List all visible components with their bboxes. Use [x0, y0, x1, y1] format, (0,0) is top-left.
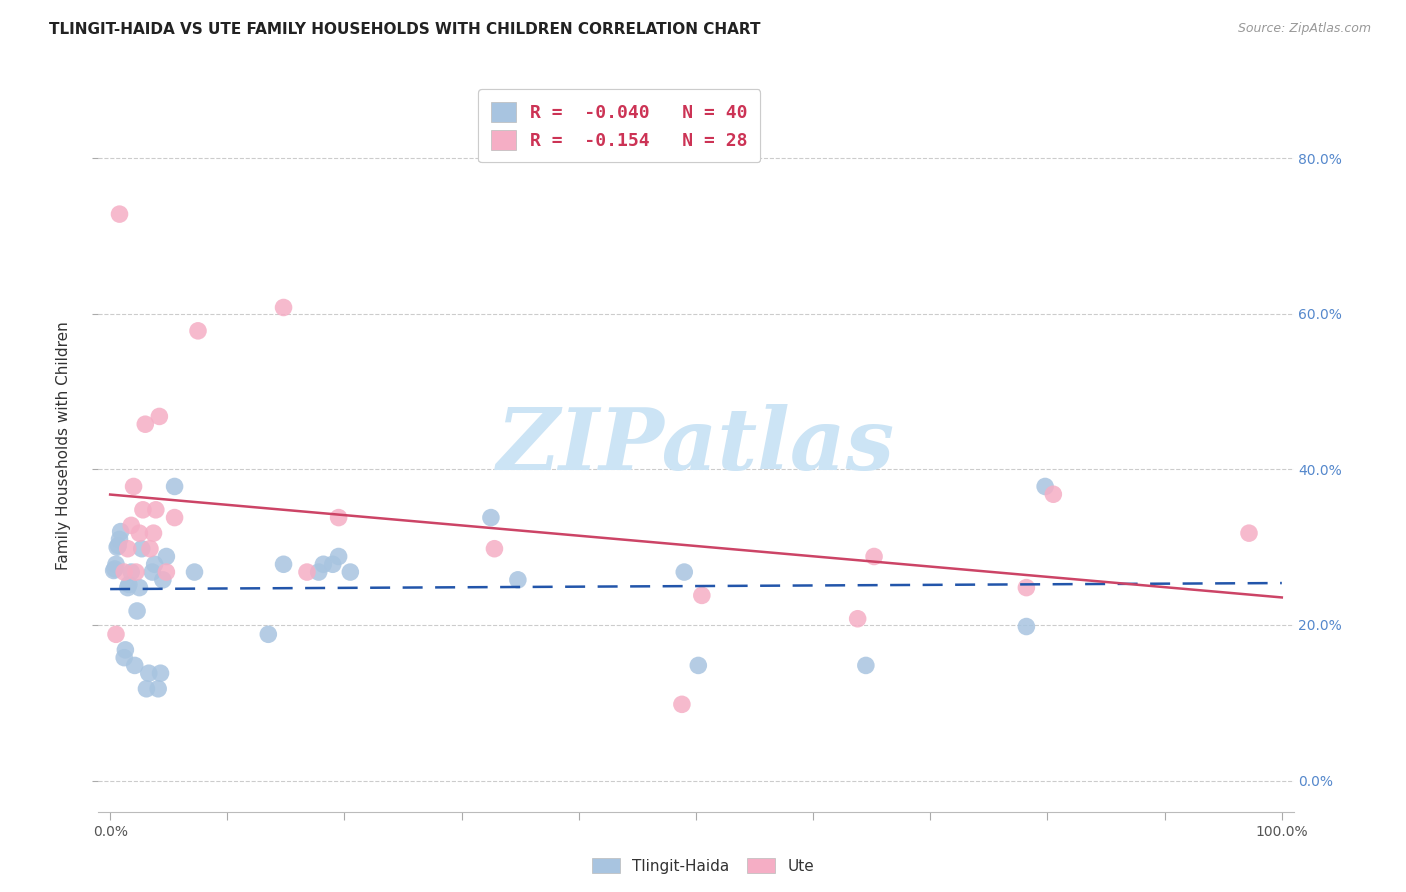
- Point: [131, 541, 153, 556]
- Point: [148, 409, 170, 424]
- Point: [117, 581, 139, 595]
- Point: [108, 207, 131, 221]
- Point: [105, 627, 128, 641]
- Point: [312, 558, 335, 572]
- Point: [145, 503, 167, 517]
- Point: [120, 518, 142, 533]
- Point: [122, 479, 145, 493]
- Point: [107, 539, 129, 553]
- Point: [139, 541, 162, 556]
- Point: [855, 658, 877, 673]
- Y-axis label: Family Households with Children: Family Households with Children: [56, 322, 72, 570]
- Point: [148, 681, 170, 696]
- Point: [152, 573, 174, 587]
- Point: [127, 604, 149, 618]
- Point: [155, 549, 177, 564]
- Point: [125, 565, 148, 579]
- Point: [187, 324, 209, 338]
- Legend: Tlingit-Haida, Ute: Tlingit-Haida, Ute: [586, 852, 820, 880]
- Point: [506, 573, 529, 587]
- Point: [257, 627, 280, 641]
- Point: [163, 479, 186, 493]
- Point: [479, 510, 502, 524]
- Point: [863, 549, 886, 564]
- Point: [484, 541, 506, 556]
- Point: [135, 681, 157, 696]
- Point: [104, 562, 127, 576]
- Point: [112, 565, 135, 579]
- Point: [308, 565, 330, 579]
- Point: [328, 510, 350, 524]
- Point: [1237, 526, 1260, 541]
- Point: [105, 558, 128, 572]
- Point: [124, 658, 146, 673]
- Point: [671, 698, 693, 712]
- Point: [295, 565, 318, 579]
- Point: [155, 565, 177, 579]
- Legend: R =  -0.040   N = 40, R =  -0.154   N = 28: R = -0.040 N = 40, R = -0.154 N = 28: [478, 89, 761, 162]
- Point: [673, 565, 696, 579]
- Point: [1042, 487, 1064, 501]
- Point: [846, 612, 869, 626]
- Point: [138, 666, 160, 681]
- Point: [128, 526, 150, 541]
- Point: [273, 558, 295, 572]
- Point: [163, 510, 186, 524]
- Point: [688, 658, 710, 673]
- Point: [141, 565, 163, 579]
- Point: [183, 565, 205, 579]
- Point: [328, 549, 350, 564]
- Point: [1033, 479, 1056, 493]
- Point: [149, 666, 172, 681]
- Point: [112, 650, 135, 665]
- Text: ZIPatlas: ZIPatlas: [496, 404, 896, 488]
- Point: [1015, 581, 1038, 595]
- Point: [117, 541, 139, 556]
- Point: [134, 417, 156, 432]
- Point: [132, 503, 155, 517]
- Point: [103, 564, 125, 578]
- Point: [105, 540, 128, 554]
- Text: Source: ZipAtlas.com: Source: ZipAtlas.com: [1237, 22, 1371, 36]
- Point: [118, 577, 141, 591]
- Point: [273, 301, 295, 315]
- Point: [114, 643, 136, 657]
- Point: [120, 565, 142, 579]
- Point: [110, 524, 132, 539]
- Point: [1015, 619, 1038, 633]
- Point: [339, 565, 361, 579]
- Point: [142, 526, 165, 541]
- Point: [128, 581, 150, 595]
- Point: [108, 533, 131, 547]
- Point: [690, 588, 713, 602]
- Text: TLINGIT-HAIDA VS UTE FAMILY HOUSEHOLDS WITH CHILDREN CORRELATION CHART: TLINGIT-HAIDA VS UTE FAMILY HOUSEHOLDS W…: [49, 22, 761, 37]
- Point: [143, 558, 166, 572]
- Point: [322, 558, 344, 572]
